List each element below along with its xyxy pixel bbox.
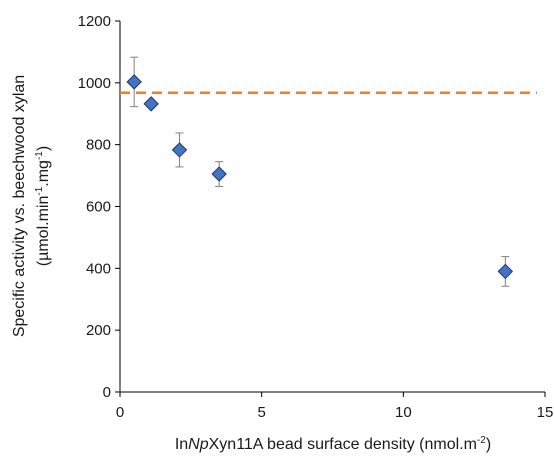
x-tick-label: 15 — [537, 404, 554, 421]
y-tick-label: 400 — [86, 260, 111, 277]
data-point — [143, 96, 159, 112]
y-tick-label: 200 — [86, 322, 111, 339]
y-tick-label: 800 — [86, 137, 111, 154]
x-tick-label: 0 — [116, 404, 124, 421]
y-axis-title-units: (µmol.min-1.mg-1) — [34, 146, 52, 266]
data-point — [126, 74, 142, 90]
y-axis-title: Specific activity vs. beechwood xylan — [11, 75, 28, 337]
x-tick-label: 5 — [257, 404, 265, 421]
x-axis-title: InNpXyn11A bead surface density (nmol.m-… — [175, 435, 491, 453]
y-tick-label: 0 — [103, 384, 111, 401]
y-tick-label: 600 — [86, 199, 111, 216]
y-tick-label: 1200 — [78, 13, 111, 30]
data-point — [171, 142, 188, 158]
x-tick-label: 10 — [395, 404, 412, 421]
y-tick-label: 1000 — [78, 75, 111, 92]
data-point — [497, 263, 514, 280]
data-point — [211, 166, 227, 182]
plot-area: 0 200 400 600 800 1000 1200 0 5 10 15 — [78, 13, 554, 421]
